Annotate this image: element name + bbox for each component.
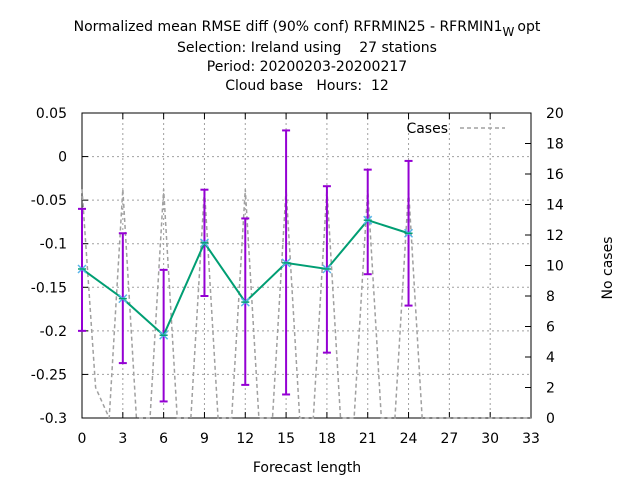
x-tick-label: 9 bbox=[200, 431, 209, 447]
x-tick-label: 6 bbox=[159, 431, 168, 447]
y-tick-label: -0.3 bbox=[40, 411, 67, 427]
cases-series bbox=[81, 189, 531, 419]
data-point bbox=[404, 228, 414, 238]
x-tick-label: 3 bbox=[118, 431, 127, 447]
y2-tick-label: 0 bbox=[546, 411, 555, 427]
y2-tick-label: 10 bbox=[546, 259, 564, 275]
y2-tick-label: 16 bbox=[546, 167, 564, 183]
data-point bbox=[159, 330, 169, 340]
legend: Cases bbox=[406, 121, 505, 137]
data-point bbox=[363, 215, 373, 225]
data-point bbox=[77, 264, 87, 274]
x-tick-label: 21 bbox=[359, 431, 377, 447]
y-tick-label: 0 bbox=[58, 150, 67, 166]
y2-tick-label: 20 bbox=[546, 106, 564, 122]
chart-title: Normalized mean RMSE diff (90% conf) RFR… bbox=[74, 19, 541, 94]
y2-axis-label: No cases bbox=[600, 237, 616, 300]
rmse-diff-series bbox=[77, 215, 414, 340]
tick-labels: 0 3 6 9 12 15 18 21 24 27 30 330.050-0.05-0.1-0.15-… bbox=[31, 106, 564, 447]
title-line-2: Selection: Ireland using 27 stations bbox=[177, 40, 437, 56]
x-tick-label: 15 bbox=[277, 431, 295, 447]
error-bars bbox=[78, 129, 413, 403]
data-point bbox=[281, 258, 291, 268]
x-axis-label: Forecast length bbox=[253, 460, 361, 476]
y-tick-label: -0.25 bbox=[31, 367, 67, 383]
legend-label-cases: Cases bbox=[406, 121, 448, 137]
y2-tick-label: 8 bbox=[546, 289, 555, 305]
cases-line bbox=[81, 189, 531, 419]
data-point bbox=[199, 238, 209, 248]
y2-tick-label: 18 bbox=[546, 137, 564, 153]
y2-tick-label: 14 bbox=[546, 198, 564, 214]
y2-tick-label: 12 bbox=[546, 228, 564, 244]
y-tick-label: -0.2 bbox=[40, 324, 67, 340]
y2-tick-label: 4 bbox=[546, 350, 555, 366]
y-tick-label: 0.05 bbox=[36, 106, 67, 122]
data-point bbox=[240, 297, 250, 307]
x-tick-label: 27 bbox=[440, 431, 458, 447]
y2-tick-label: 6 bbox=[546, 320, 555, 336]
x-tick-label: 30 bbox=[481, 431, 499, 447]
data-point bbox=[118, 294, 128, 304]
data-point bbox=[322, 264, 332, 274]
x-tick-label: 12 bbox=[236, 431, 254, 447]
y-tick-label: -0.15 bbox=[31, 280, 67, 296]
title-line-1: Normalized mean RMSE diff (90% conf) RFR… bbox=[74, 19, 541, 39]
y2-tick-label: 2 bbox=[546, 381, 555, 397]
title-line-4: Cloud base Hours: 12 bbox=[225, 78, 389, 94]
x-tick-label: 33 bbox=[522, 431, 540, 447]
y-tick-label: -0.1 bbox=[40, 237, 67, 253]
title-line-3: Period: 20200203-20200217 bbox=[207, 59, 407, 75]
x-tick-label: 0 bbox=[78, 431, 87, 447]
x-tick-label: 18 bbox=[318, 431, 336, 447]
y-tick-label: -0.05 bbox=[31, 193, 67, 209]
x-tick-label: 24 bbox=[400, 431, 418, 447]
